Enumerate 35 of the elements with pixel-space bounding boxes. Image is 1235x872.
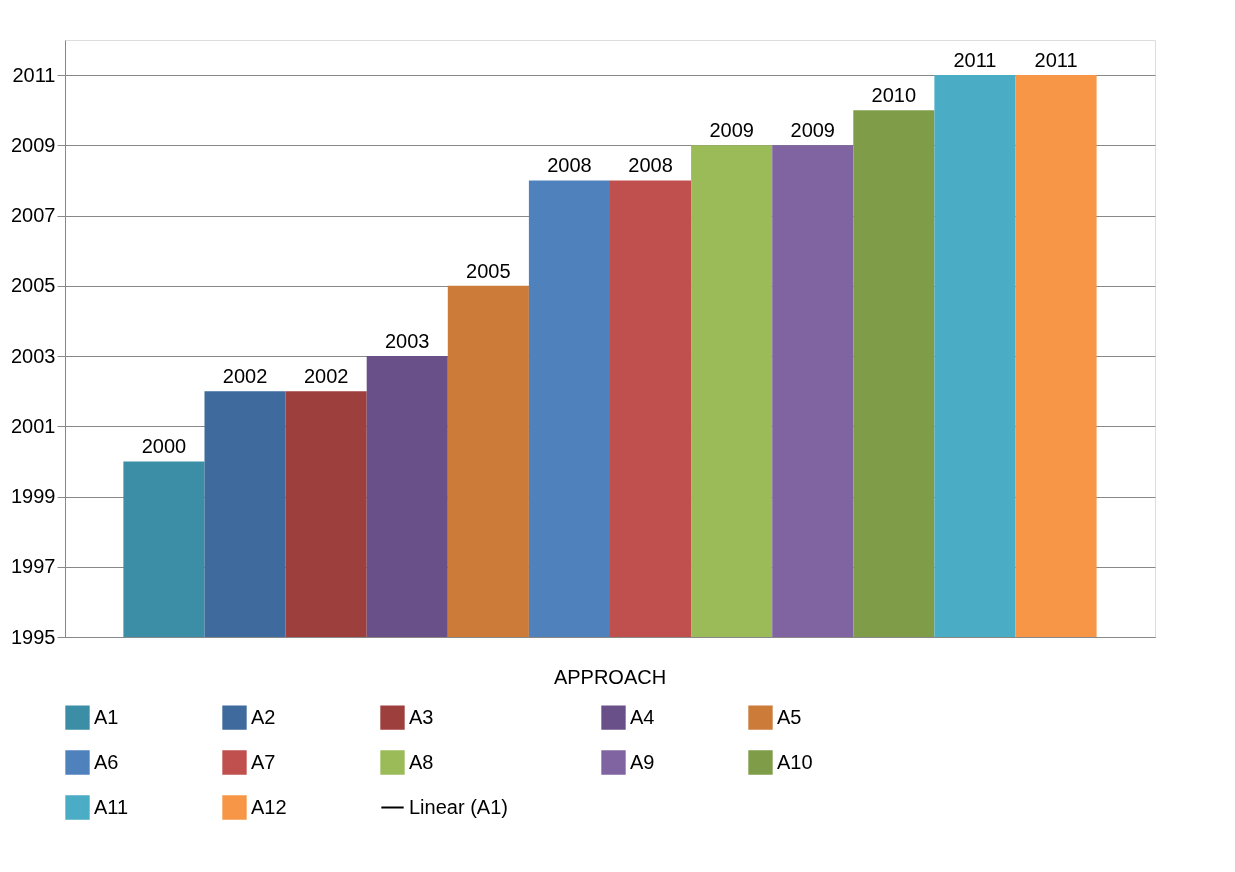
legend-label: A7 — [251, 750, 276, 773]
data-label: 2000 — [141, 435, 187, 458]
y-tick-label: 2007 — [11, 204, 56, 227]
legend-label: A6 — [94, 750, 119, 773]
data-label: 2002 — [303, 365, 349, 388]
data-label: 2010 — [871, 84, 917, 107]
legend-label: A2 — [251, 705, 276, 728]
legend-label: A8 — [409, 750, 434, 773]
data-label: 2009 — [790, 119, 835, 142]
y-tick-label: 2001 — [11, 414, 56, 437]
legend-label: A9 — [630, 750, 655, 773]
data-label: 2008 — [628, 154, 673, 177]
legend-label: A12 — [251, 795, 287, 818]
data-label: 2009 — [709, 119, 754, 142]
y-tick-label: 1999 — [11, 485, 56, 508]
legend-label: A3 — [409, 705, 434, 728]
data-label: 2005 — [466, 259, 511, 282]
legend-label: A4 — [630, 705, 655, 728]
data-label: 2008 — [547, 154, 592, 177]
y-tick-label: 2011 — [12, 63, 56, 86]
y-tick-label: 2009 — [11, 133, 56, 156]
legend-label: A5 — [777, 705, 802, 728]
legend-label: A10 — [777, 750, 813, 773]
legend-label: A11 — [94, 795, 129, 818]
data-label: 2011 — [1034, 49, 1078, 72]
x-tick-label: APPROACH — [553, 665, 667, 688]
y-tick-label: 2005 — [11, 274, 56, 297]
legend-label: Linear (A1) — [409, 795, 508, 818]
y-tick-label: 2003 — [11, 344, 56, 367]
data-label: 2003 — [385, 330, 430, 353]
y-tick-label: 1997 — [11, 555, 56, 578]
data-label: 2011 — [953, 49, 997, 72]
data-label: 2002 — [222, 365, 268, 388]
y-tick-label: 1995 — [11, 625, 56, 648]
legend-label: A1 — [94, 705, 119, 728]
